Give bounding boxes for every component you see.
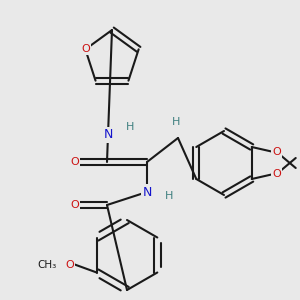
Text: O: O (70, 200, 80, 210)
Text: O: O (272, 147, 281, 157)
Text: N: N (142, 185, 152, 199)
Text: N: N (103, 128, 113, 142)
Text: O: O (81, 44, 90, 54)
Text: H: H (172, 117, 180, 127)
Text: H: H (126, 122, 134, 132)
Text: O: O (272, 169, 281, 179)
Text: O: O (70, 157, 80, 167)
Text: H: H (165, 191, 173, 201)
Text: CH₃: CH₃ (37, 260, 56, 269)
Text: O: O (65, 260, 74, 269)
